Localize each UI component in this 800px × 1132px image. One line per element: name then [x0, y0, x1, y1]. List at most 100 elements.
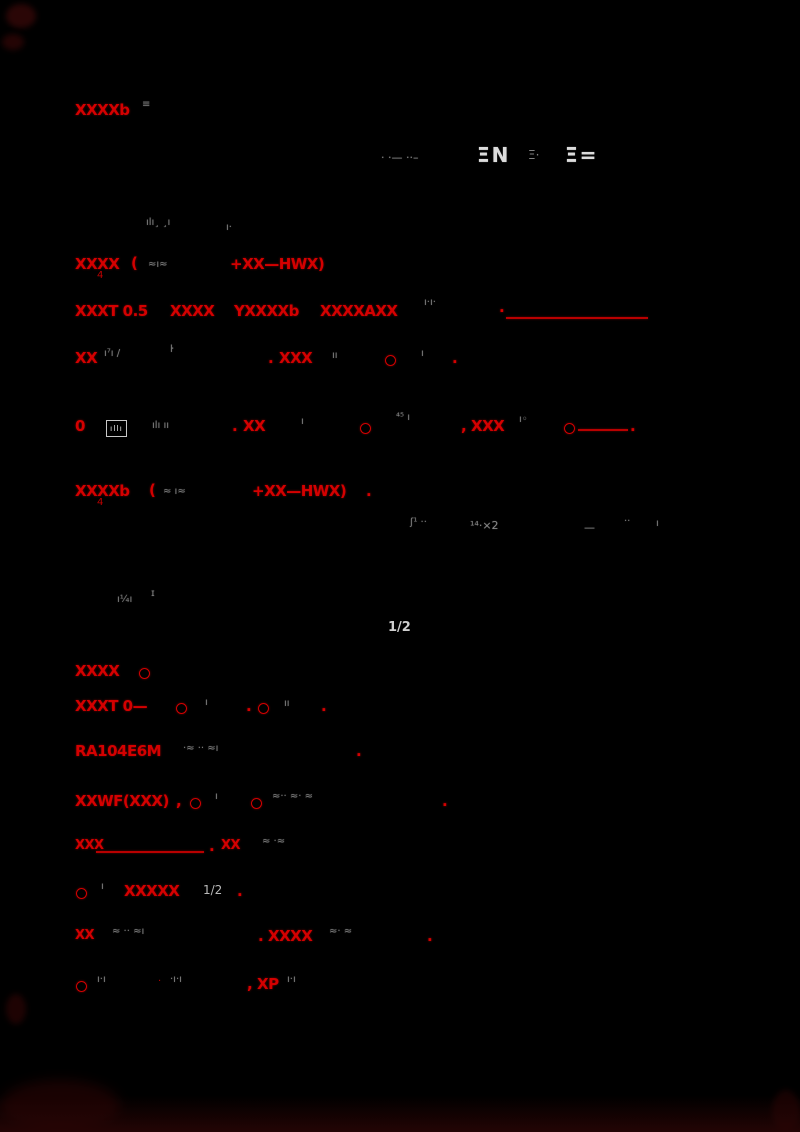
faint-text-fragment: ı — [656, 518, 659, 529]
red-circle-mark — [258, 703, 269, 714]
faint-text-fragment: ɪ — [151, 588, 155, 599]
red-text-fragment: ( — [131, 254, 138, 272]
faint-text-fragment: ı — [101, 881, 104, 892]
bright-text-fragment: 1/2 — [388, 620, 411, 635]
red-text-fragment: 0 — [75, 417, 85, 435]
red-period-mark: . — [209, 837, 215, 855]
red-text-fragment: XXX — [279, 349, 313, 367]
red-period-mark: . — [268, 349, 274, 367]
red-period-mark: . — [427, 927, 433, 945]
ink-smudge — [6, 4, 36, 28]
faint-text-fragment: ⁴⁵ ı — [396, 412, 410, 423]
red-comma-mark: , — [461, 417, 467, 435]
red-text-fragment: +XX—HWX) — [252, 482, 347, 500]
red-period-mark: . — [356, 742, 362, 760]
red-period-mark: . — [366, 482, 372, 500]
faint-text-fragment: ı◦ — [519, 414, 528, 425]
faint-text-fragment: ʃ¹ ·· — [410, 517, 427, 528]
red-text-fragment: RA104E6M — [75, 742, 162, 760]
red-period-mark: . — [442, 792, 448, 810]
red-text-fragment: XXXX — [75, 662, 120, 680]
red-text-fragment: ( — [149, 481, 156, 499]
red-text-fragment: XXWF(XXX) — [75, 792, 169, 810]
ink-smudge — [0, 1096, 800, 1132]
faint-text-fragment: · ·— ··– — [381, 151, 419, 164]
red-circle-mark — [360, 423, 371, 434]
faint-text-fragment: ı⁷ı / — [104, 348, 121, 359]
red-period-mark: . — [237, 882, 243, 900]
red-text-fragment: XXXXb — [75, 101, 130, 119]
red-text-fragment: XP — [257, 975, 279, 993]
red-period-mark: . — [321, 697, 327, 715]
red-text-fragment: XXX — [471, 417, 505, 435]
faint-text-fragment: ı·ı — [97, 974, 106, 985]
ink-smudge — [6, 994, 26, 1024]
red-comma-mark: , — [247, 975, 253, 993]
faint-text-fragment: ı — [301, 416, 304, 427]
faint-text-fragment: ı — [421, 348, 424, 359]
faint-text-fragment: ılı ıı — [152, 420, 170, 431]
faint-text-fragment: ı·ı· — [424, 297, 436, 308]
faint-text-fragment: ≈ ·· ≈ı — [112, 926, 145, 937]
faint-text-fragment: ≈ ·≈ — [262, 836, 286, 847]
red-text-fragment: XXXXAXX — [320, 302, 398, 320]
red-circle-mark — [76, 888, 87, 899]
red-subscript: 4 — [97, 497, 104, 508]
red-text-fragment: XXX — [75, 838, 104, 853]
red-circle-mark — [190, 798, 201, 809]
faint-text-fragment: ·≈ ·· ≈ı — [183, 743, 219, 754]
red-underline — [96, 851, 204, 853]
title-text-fragment: ΞN — [477, 143, 511, 167]
red-text-fragment: XXXX — [75, 255, 120, 273]
red-circle-mark — [564, 423, 575, 434]
red-circle-mark — [139, 668, 150, 679]
faint-text-fragment: ¹⁴·×2 — [470, 519, 499, 532]
red-period-mark: . — [499, 298, 505, 316]
red-text-fragment: XX — [75, 928, 95, 943]
faint-text-fragment: ≈ ı≈ — [163, 486, 186, 497]
faint-text-fragment: ılı¸ ¸ı — [146, 217, 171, 228]
faint-text-fragment: — — [584, 521, 595, 534]
red-underline — [506, 317, 648, 319]
red-period-mark: . — [246, 697, 252, 715]
faint-text-fragment: ·· — [624, 516, 631, 527]
red-circle-mark — [251, 798, 262, 809]
ink-smudge — [2, 34, 24, 50]
faint-text-fragment: ŀ — [170, 344, 174, 355]
red-mark: · — [158, 976, 162, 987]
bright-text-fragment: 1/2 — [203, 883, 223, 897]
faint-text-fragment: ı· — [226, 222, 232, 233]
red-circle-mark — [76, 981, 87, 992]
red-text-fragment: YXXXXb — [234, 302, 299, 320]
red-underline — [578, 429, 628, 431]
faint-text-fragment: ı — [215, 791, 218, 802]
red-text-fragment: XXXX — [170, 302, 215, 320]
red-text-fragment: XXXT 0— — [75, 697, 148, 715]
red-text-fragment: XXXT 0.5 — [75, 302, 148, 320]
red-text-fragment: +XX—HWX) — [230, 255, 325, 273]
red-text-fragment: XX — [243, 417, 266, 435]
red-circle-mark — [176, 703, 187, 714]
red-text-fragment: XX — [75, 349, 98, 367]
faint-text-fragment: ı — [205, 697, 208, 708]
faint-text-fragment: ≡ — [142, 99, 151, 110]
red-period-mark: . — [232, 417, 238, 435]
red-text-fragment: XXXX — [268, 927, 313, 945]
faint-text-fragment: ≈ı≈ — [148, 259, 168, 270]
stamp-box: ıllı — [106, 420, 127, 437]
faint-text-fragment: ≈·· ≈· ≈ — [272, 791, 314, 802]
red-text-fragment: XX — [221, 838, 241, 853]
faint-text-fragment: Ξ· — [528, 148, 540, 162]
red-subscript: 4 — [97, 270, 104, 281]
red-text-fragment: XXXXb — [75, 482, 130, 500]
title-text-fragment: Ξ= — [565, 143, 599, 167]
faint-text-fragment: ≈· ≈ — [329, 926, 353, 937]
faint-text-fragment: ıı — [332, 350, 338, 361]
faint-text-fragment: ı·ı — [287, 974, 296, 985]
red-period-mark: . — [630, 417, 636, 435]
red-text-fragment: XXXXX — [124, 882, 180, 900]
red-comma-mark: , — [176, 792, 182, 810]
faint-text-fragment: ı¼ı — [117, 594, 133, 605]
red-circle-mark — [385, 355, 396, 366]
